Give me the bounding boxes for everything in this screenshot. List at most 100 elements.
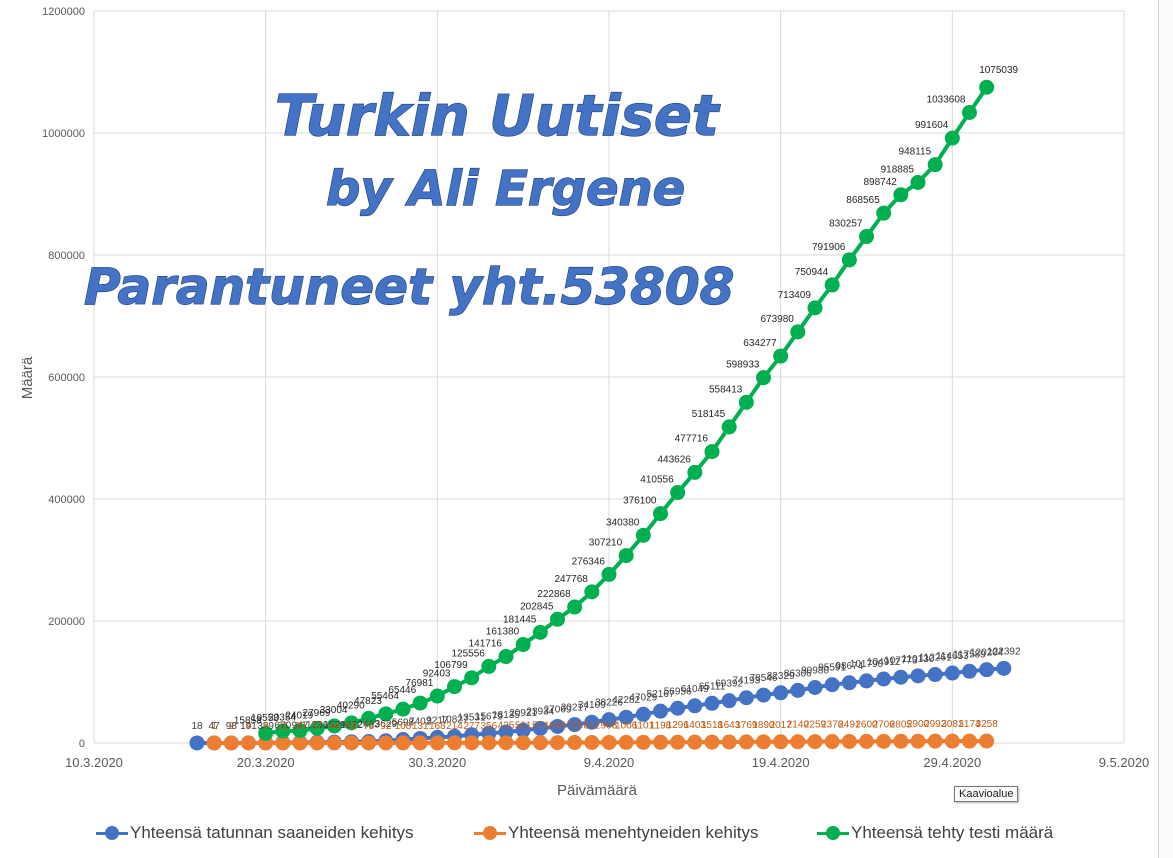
data-point[interactable] bbox=[738, 734, 754, 750]
data-point[interactable] bbox=[979, 662, 995, 678]
data-point[interactable] bbox=[481, 735, 497, 751]
data-point[interactable] bbox=[824, 734, 840, 750]
data-point[interactable] bbox=[481, 658, 497, 674]
data-point[interactable] bbox=[618, 709, 634, 725]
data-point[interactable] bbox=[447, 679, 462, 695]
data-point[interactable] bbox=[738, 690, 754, 706]
data-point[interactable] bbox=[361, 735, 377, 751]
legend-item-deaths[interactable]: Yhteensä menehtyneiden kehitys bbox=[474, 823, 758, 843]
data-point[interactable] bbox=[515, 735, 531, 751]
data-point[interactable] bbox=[378, 735, 394, 751]
data-point[interactable] bbox=[275, 735, 291, 751]
data-point[interactable] bbox=[618, 734, 634, 750]
data-point[interactable] bbox=[412, 695, 428, 711]
data-point[interactable] bbox=[876, 733, 892, 749]
legend-item-cases[interactable]: Yhteensä tatunnan saaneiden kehitys bbox=[96, 823, 414, 843]
data-point[interactable] bbox=[532, 720, 548, 736]
data-point[interactable] bbox=[721, 419, 737, 435]
data-point[interactable] bbox=[927, 157, 943, 173]
data-point[interactable] bbox=[704, 444, 720, 460]
data-point[interactable] bbox=[515, 637, 531, 653]
data-point[interactable] bbox=[687, 734, 703, 750]
data-point[interactable] bbox=[859, 229, 874, 245]
data-point[interactable] bbox=[550, 735, 565, 751]
data-point[interactable] bbox=[876, 205, 892, 221]
data-point[interactable] bbox=[962, 663, 977, 679]
data-point[interactable] bbox=[910, 174, 926, 190]
data-point[interactable] bbox=[670, 485, 686, 501]
data-point[interactable] bbox=[653, 703, 668, 719]
data-point[interactable] bbox=[790, 682, 806, 698]
data-point[interactable] bbox=[326, 718, 342, 734]
data-point[interactable] bbox=[807, 300, 823, 316]
data-point[interactable] bbox=[670, 734, 686, 750]
data-point[interactable] bbox=[927, 667, 943, 683]
data-point[interactable] bbox=[859, 733, 874, 749]
data-point[interactable] bbox=[550, 718, 565, 734]
data-point[interactable] bbox=[206, 735, 222, 751]
data-point[interactable] bbox=[807, 680, 823, 696]
data-point[interactable] bbox=[567, 735, 583, 751]
data-point[interactable] bbox=[429, 688, 445, 704]
data-point[interactable] bbox=[532, 624, 548, 640]
data-point[interactable] bbox=[550, 611, 565, 627]
data-point[interactable] bbox=[773, 734, 789, 750]
data-point[interactable] bbox=[893, 669, 909, 685]
data-point[interactable] bbox=[910, 733, 926, 749]
data-point[interactable] bbox=[309, 720, 325, 736]
data-point[interactable] bbox=[841, 675, 857, 691]
data-point[interactable] bbox=[601, 734, 617, 750]
data-point[interactable] bbox=[567, 599, 583, 615]
data-point[interactable] bbox=[910, 668, 926, 684]
data-point[interactable] bbox=[962, 104, 977, 120]
data-point[interactable] bbox=[927, 733, 943, 749]
data-point[interactable] bbox=[704, 695, 720, 711]
data-point[interactable] bbox=[773, 685, 789, 701]
data-point[interactable] bbox=[824, 277, 840, 293]
data-point[interactable] bbox=[756, 370, 771, 386]
data-point[interactable] bbox=[567, 717, 583, 733]
data-point[interactable] bbox=[515, 722, 531, 738]
data-point[interactable] bbox=[704, 734, 720, 750]
data-point[interactable] bbox=[635, 734, 651, 750]
data-point[interactable] bbox=[841, 733, 857, 749]
data-point[interactable] bbox=[378, 706, 394, 722]
data-point[interactable] bbox=[635, 706, 651, 722]
data-point[interactable] bbox=[687, 698, 703, 714]
data-point[interactable] bbox=[189, 735, 205, 751]
data-point[interactable] bbox=[395, 735, 411, 751]
data-point[interactable] bbox=[670, 700, 686, 716]
data-point[interactable] bbox=[841, 252, 857, 268]
data-point[interactable] bbox=[584, 714, 600, 730]
data-point[interactable] bbox=[275, 723, 291, 739]
legend-item-tests[interactable]: Yhteensä tehty testi määrä bbox=[817, 823, 1053, 843]
data-point[interactable] bbox=[447, 735, 462, 751]
data-point[interactable] bbox=[584, 584, 600, 600]
data-point[interactable] bbox=[893, 733, 909, 749]
data-point[interactable] bbox=[635, 527, 651, 543]
data-point[interactable] bbox=[429, 735, 445, 751]
data-point[interactable] bbox=[361, 710, 377, 726]
data-point[interactable] bbox=[223, 735, 239, 751]
data-point[interactable] bbox=[721, 734, 737, 750]
data-point[interactable] bbox=[618, 548, 634, 564]
data-point[interactable] bbox=[326, 735, 342, 751]
data-point[interactable] bbox=[344, 715, 359, 731]
data-point[interactable] bbox=[653, 506, 668, 522]
data-point[interactable] bbox=[292, 723, 308, 739]
data-point[interactable] bbox=[790, 324, 806, 340]
data-point[interactable] bbox=[241, 735, 256, 751]
data-point[interactable] bbox=[979, 733, 995, 749]
data-point[interactable] bbox=[653, 734, 668, 750]
data-point[interactable] bbox=[412, 735, 428, 751]
data-point[interactable] bbox=[893, 187, 909, 203]
data-point[interactable] bbox=[962, 733, 977, 749]
data-point[interactable] bbox=[601, 712, 617, 728]
data-point[interactable] bbox=[790, 734, 806, 750]
data-point[interactable] bbox=[721, 693, 737, 709]
data-point[interactable] bbox=[876, 671, 892, 687]
data-point[interactable] bbox=[395, 701, 411, 717]
data-point[interactable] bbox=[601, 566, 617, 582]
data-point[interactable] bbox=[756, 734, 771, 750]
data-point[interactable] bbox=[807, 734, 823, 750]
